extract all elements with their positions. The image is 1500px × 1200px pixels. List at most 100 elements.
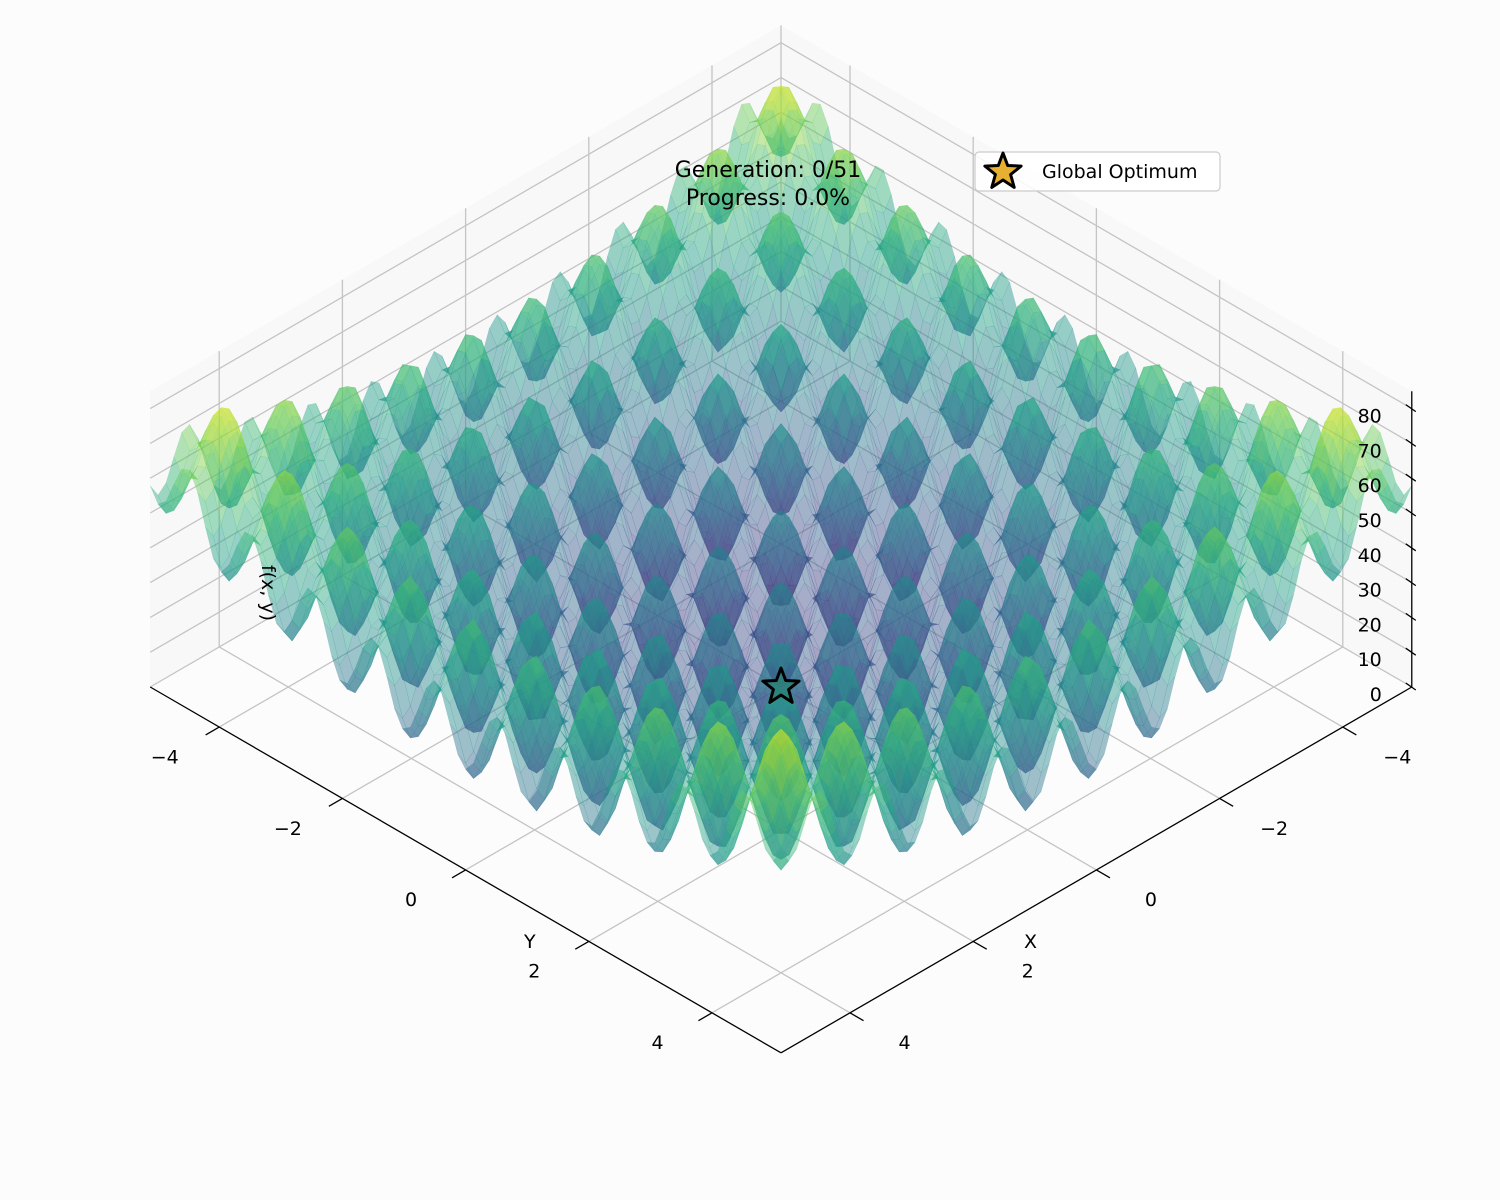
surface-facet xyxy=(804,370,821,425)
surface-facet xyxy=(804,303,821,317)
surface-facet xyxy=(749,176,766,214)
surface-facet xyxy=(630,436,648,473)
surface-facet xyxy=(820,162,837,184)
surface-facet xyxy=(1048,382,1066,439)
surface-facet xyxy=(780,331,798,367)
surface-facet xyxy=(780,225,798,260)
surface-facet xyxy=(686,289,703,336)
surface-facet xyxy=(670,209,687,249)
surface-facet xyxy=(764,87,782,112)
surface-facet xyxy=(717,427,734,461)
surface-facet xyxy=(914,331,931,362)
surface-facet xyxy=(623,323,640,376)
surface-facet xyxy=(938,296,955,317)
surface-facet xyxy=(575,348,593,405)
surface-facet xyxy=(623,388,640,414)
surface-facet xyxy=(898,204,916,215)
surface-facet xyxy=(1033,343,1050,380)
surface-facet xyxy=(520,297,537,314)
surface-facet xyxy=(694,181,711,199)
surface-facet xyxy=(1080,335,1097,376)
surface-facet xyxy=(1064,373,1081,407)
surface-facet xyxy=(780,167,798,235)
surface-facet xyxy=(891,272,908,285)
surface-facet xyxy=(536,430,553,475)
surface-facet xyxy=(906,417,924,474)
surface-facet xyxy=(796,359,813,381)
wall-grid-z xyxy=(780,111,1413,479)
surface-facet xyxy=(851,300,868,321)
surface-facet xyxy=(907,254,924,285)
surface-facet xyxy=(552,271,569,302)
surface-facet xyxy=(835,148,853,155)
surface-facet xyxy=(630,273,648,322)
surface-facet xyxy=(835,395,853,438)
surface-facet xyxy=(725,150,742,187)
surface-facet xyxy=(1135,397,1152,445)
surface-facet xyxy=(843,195,861,218)
surface-facet xyxy=(623,344,640,369)
surface-facet xyxy=(757,331,774,371)
surface-facet xyxy=(883,327,900,354)
surface-facet xyxy=(709,395,727,438)
surface-facet xyxy=(764,215,782,246)
surface-facet xyxy=(567,384,585,435)
surface-facet xyxy=(985,388,1002,437)
surface-facet xyxy=(1119,350,1137,387)
surface-facet xyxy=(481,327,498,378)
surface-facet xyxy=(717,196,734,223)
surface-facet xyxy=(883,391,900,449)
surface-facet xyxy=(512,438,530,477)
surface-facet xyxy=(465,387,482,423)
surface-facet xyxy=(694,300,711,321)
surface-facet xyxy=(709,451,727,465)
surface-facet xyxy=(599,322,616,385)
surface-facet xyxy=(741,144,758,192)
surface-facet xyxy=(828,149,845,177)
surface-facet xyxy=(891,317,908,333)
surface-facet xyxy=(938,228,955,276)
surface-facet xyxy=(504,329,522,341)
surface-facet xyxy=(828,160,845,212)
surface-facet xyxy=(907,317,924,343)
surface-facet xyxy=(969,374,987,409)
surface-facet xyxy=(788,356,805,381)
surface-facet xyxy=(402,440,419,455)
surface-facet xyxy=(796,176,813,214)
surface-facet xyxy=(725,279,742,306)
surface-facet xyxy=(788,331,805,371)
surface-facet xyxy=(1143,425,1160,455)
surface-facet xyxy=(1056,360,1073,404)
surface-facet xyxy=(733,390,750,437)
surface-facet xyxy=(812,242,829,282)
surface-facet xyxy=(1001,436,1018,476)
surface-facet xyxy=(993,271,1010,302)
surface-facet xyxy=(749,244,766,257)
surface-facet xyxy=(985,286,1003,302)
surface-facet xyxy=(749,343,766,391)
surface-facet xyxy=(946,312,963,334)
wall-grid-z xyxy=(780,250,1413,618)
surface-facet xyxy=(1009,320,1026,371)
surface-facet xyxy=(678,240,695,296)
surface-facet xyxy=(772,132,790,203)
surface-facet xyxy=(1025,469,1042,490)
surface-facet xyxy=(804,207,821,253)
surface-facet xyxy=(891,480,908,510)
surface-facet xyxy=(891,321,908,358)
surface-facet xyxy=(772,338,790,394)
surface-facet xyxy=(827,207,845,225)
surface-facet xyxy=(749,102,766,142)
surface-facet xyxy=(1025,429,1042,477)
surface-facet xyxy=(1072,395,1089,420)
surface-facet xyxy=(867,424,884,478)
surface-facet xyxy=(1072,335,1089,363)
surface-facet xyxy=(851,405,868,429)
surface-facet xyxy=(891,392,908,405)
surface-facet xyxy=(741,359,758,376)
surface-facet xyxy=(1025,361,1042,382)
surface-facet xyxy=(859,168,876,211)
surface-facet xyxy=(851,179,868,218)
surface-facet xyxy=(623,298,640,325)
surface-facet xyxy=(804,309,821,365)
